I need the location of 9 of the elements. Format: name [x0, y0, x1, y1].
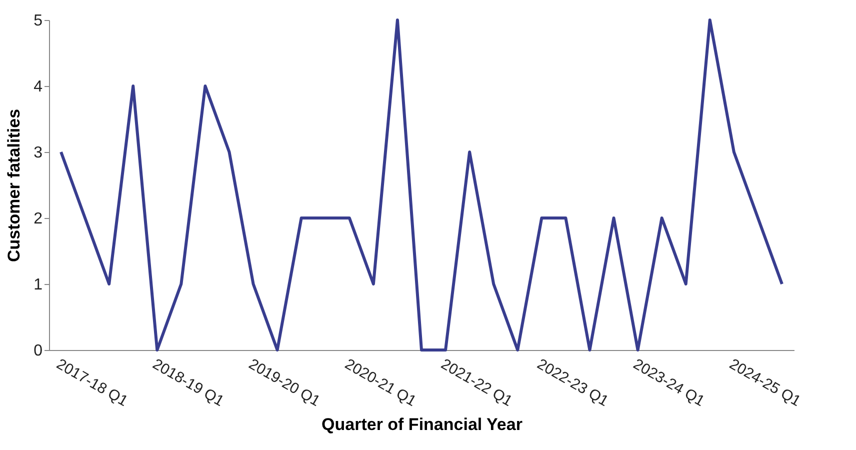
y-tick-label: 5 [34, 12, 43, 30]
line-series [60, 18, 784, 352]
y-tick-label: 2 [34, 210, 43, 228]
y-tick-label: 1 [34, 276, 43, 294]
y-tick-label: 3 [34, 144, 43, 162]
x-axis-title: Quarter of Financial Year [322, 415, 523, 434]
y-tick-label: 0 [34, 342, 43, 360]
y-axis-title: Customer fatalities [4, 108, 24, 262]
y-tick-label: 4 [34, 78, 43, 96]
